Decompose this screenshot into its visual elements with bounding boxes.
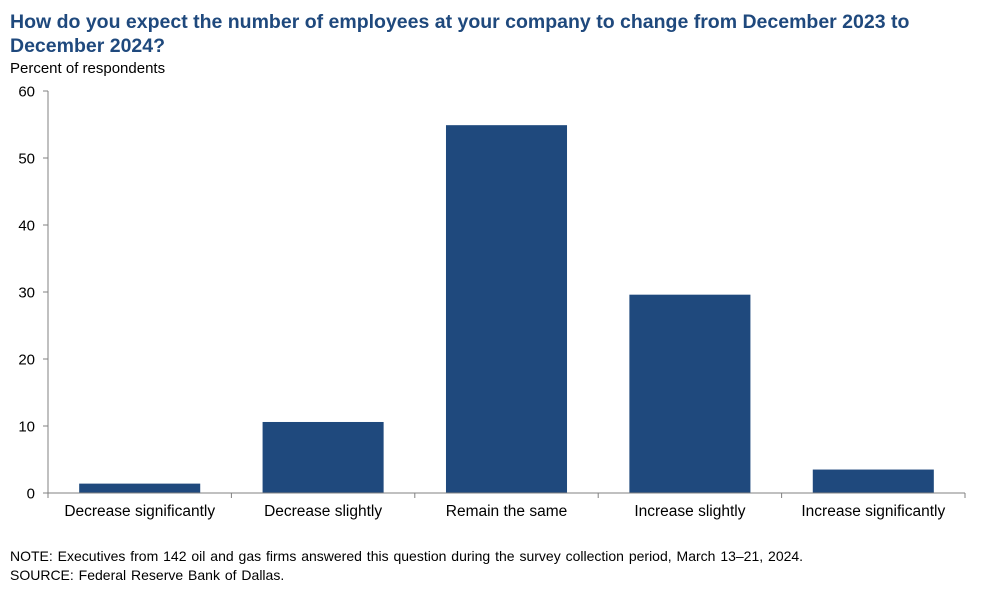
x-axis: Decrease significantly Decrease slightly R… xyxy=(47,492,966,520)
y-tick-label: 50 xyxy=(18,151,35,168)
y-tick-label: 10 xyxy=(18,419,35,436)
x-tick-label: Increase significantly xyxy=(801,503,945,520)
x-tick-label: Remain the same xyxy=(446,503,567,520)
bar-decrease-slightly xyxy=(262,421,384,493)
bar-increase-slightly xyxy=(629,294,751,493)
y-axis-label: Percent of respondents xyxy=(10,60,166,77)
y-tick-label: 30 xyxy=(18,285,35,302)
x-tick-label: Increase slightly xyxy=(634,503,745,520)
bar-remain-the-same xyxy=(445,125,568,494)
y-tick-label: 60 xyxy=(18,84,35,101)
y-axis: 0 10 20 30 40 50 60 xyxy=(18,84,49,503)
source-text: SOURCE: Federal Reserve Bank of Dallas. xyxy=(10,567,285,583)
bar-decrease-significantly xyxy=(79,483,201,493)
footnotes: NOTE: Executives from 142 oil and gas fi… xyxy=(10,547,803,585)
y-tick-label: 20 xyxy=(18,352,35,369)
bar-increase-significantly xyxy=(812,469,934,493)
y-tick-label: 0 xyxy=(27,486,35,503)
bars-group xyxy=(79,125,934,494)
x-tick-label: Decrease slightly xyxy=(264,503,382,520)
x-tick-label: Decrease significantly xyxy=(64,503,215,520)
note-text: NOTE: Executives from 142 oil and gas fi… xyxy=(10,548,804,564)
chart-title: How do you expect the number of employee… xyxy=(10,11,910,57)
y-tick-label: 40 xyxy=(18,218,35,235)
